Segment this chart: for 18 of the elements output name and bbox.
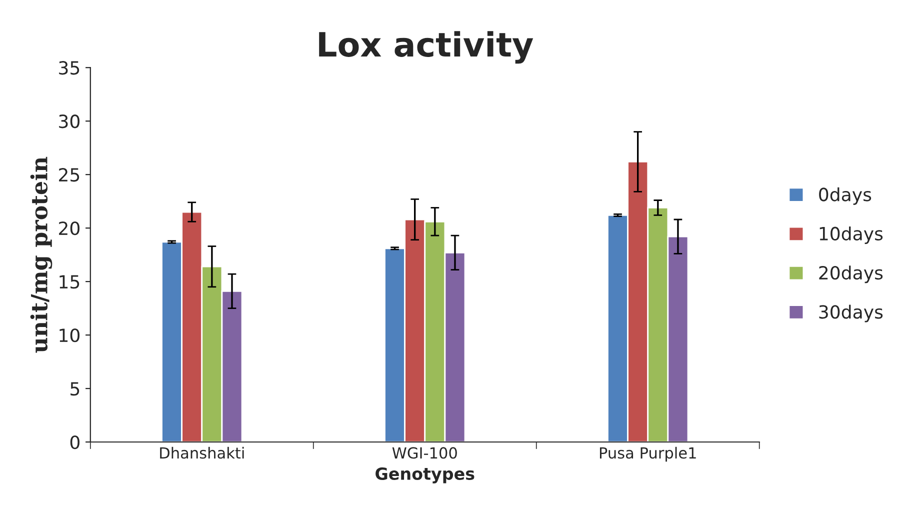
y-tick-label: 5: [70, 382, 80, 396]
y-tick-label: 10: [60, 328, 80, 342]
x-axis-title: Genotypes: [376, 467, 474, 484]
y-axis-title: unit/mg protein: [30, 156, 52, 353]
chart-title: Lox activity: [319, 31, 534, 64]
x-tick-label: Dhanshakti: [160, 446, 244, 459]
y-tick-label: 35: [59, 61, 80, 75]
x-tick-label: Pusa Purple1: [600, 446, 696, 462]
legend-label: 20days: [819, 266, 883, 284]
y-tick-label: 25: [59, 168, 80, 182]
y-tick-label: 0: [70, 435, 80, 450]
y-tick-label: 15: [60, 275, 80, 289]
y-tick-label: 20: [59, 222, 80, 236]
legend-label: 30days: [819, 304, 883, 322]
y-tick-label: 30: [59, 114, 80, 128]
legend-label: 10days: [820, 226, 883, 244]
legend-label: 0days: [819, 187, 872, 205]
x-tick-label: WGI-100: [392, 447, 457, 459]
